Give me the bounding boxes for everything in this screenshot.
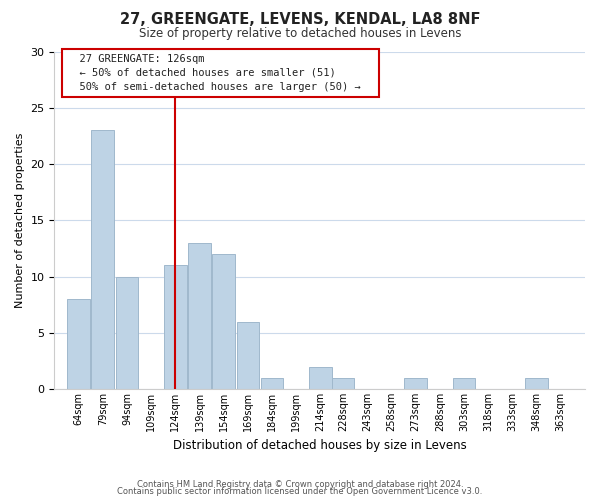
Text: Size of property relative to detached houses in Levens: Size of property relative to detached ho… bbox=[139, 28, 461, 40]
Bar bbox=[526, 378, 548, 389]
Bar bbox=[188, 243, 211, 389]
Text: 27 GREENGATE: 126sqm  
  ← 50% of detached houses are smaller (51)  
  50% of se: 27 GREENGATE: 126sqm ← 50% of detached h… bbox=[67, 54, 374, 92]
Bar bbox=[453, 378, 475, 389]
Bar bbox=[236, 322, 259, 389]
Text: Contains HM Land Registry data © Crown copyright and database right 2024.: Contains HM Land Registry data © Crown c… bbox=[137, 480, 463, 489]
X-axis label: Distribution of detached houses by size in Levens: Distribution of detached houses by size … bbox=[173, 440, 467, 452]
Text: Contains public sector information licensed under the Open Government Licence v3: Contains public sector information licen… bbox=[118, 488, 482, 496]
Bar bbox=[164, 266, 187, 389]
Y-axis label: Number of detached properties: Number of detached properties bbox=[15, 132, 25, 308]
Bar bbox=[261, 378, 283, 389]
Bar bbox=[67, 299, 90, 389]
Bar bbox=[404, 378, 427, 389]
Bar bbox=[212, 254, 235, 389]
Bar bbox=[116, 276, 138, 389]
Bar bbox=[91, 130, 114, 389]
Text: 27, GREENGATE, LEVENS, KENDAL, LA8 8NF: 27, GREENGATE, LEVENS, KENDAL, LA8 8NF bbox=[120, 12, 480, 28]
Bar bbox=[309, 366, 332, 389]
Bar bbox=[332, 378, 355, 389]
